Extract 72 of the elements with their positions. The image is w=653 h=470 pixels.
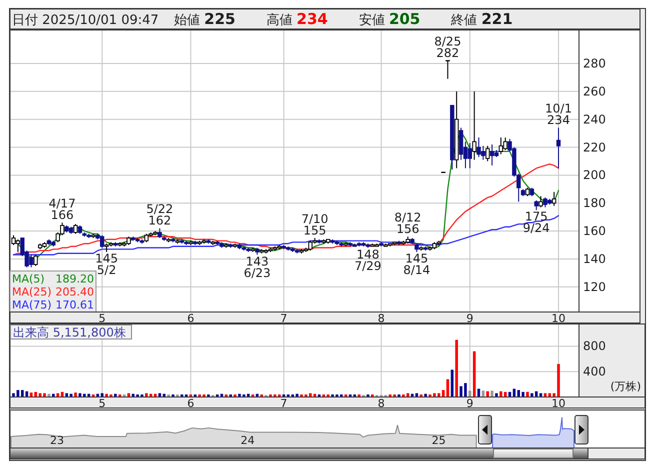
candlestick	[73, 224, 78, 234]
text: 安値 205	[358, 10, 420, 28]
text: 始値 225	[174, 10, 236, 28]
annotation: 148 7/29	[354, 247, 382, 273]
bar	[526, 392, 529, 397]
bar	[468, 390, 472, 397]
annotation: 5/22 162	[146, 202, 174, 228]
annotation: 8/25 282	[434, 34, 462, 60]
candlestick	[444, 60, 450, 80]
candlestick	[34, 254, 38, 266]
x-tick-label: 6	[187, 396, 194, 410]
annotation: 145 8/14	[403, 251, 430, 277]
candlestick	[472, 90, 476, 160]
text: 終値 221	[450, 10, 513, 28]
annotation: 143 6/23	[244, 254, 271, 280]
candlestick	[538, 196, 543, 208]
candlestick	[552, 191, 556, 206]
x-tick-label: 9	[466, 396, 474, 410]
y-tick-label: 260	[583, 84, 606, 98]
x-tick-label: 5	[98, 396, 106, 410]
x-tick-label: 8	[378, 312, 385, 324]
x-tick-label: 7	[280, 396, 288, 410]
y-tick-label: 800	[583, 339, 606, 354]
annotation: 8/12 156	[394, 210, 422, 236]
candlestick	[543, 197, 548, 208]
bar	[446, 379, 450, 397]
annotation: 175 9/24	[522, 210, 550, 236]
candlestick	[556, 127, 561, 169]
y-tick-label: 180	[583, 196, 606, 210]
y-axis-title: (万株)	[610, 380, 641, 393]
bar	[500, 391, 502, 397]
annotation: 7/10 155	[301, 212, 328, 238]
candlestick	[458, 127, 464, 160]
x-tick-label: 6	[187, 312, 194, 324]
x-tick-label: 10	[552, 312, 566, 324]
x-tick-label: 10	[552, 396, 566, 410]
annotation: 4/17 166	[48, 196, 76, 222]
text: MA(75) 170.61	[12, 298, 94, 311]
x-tick-label: 24	[240, 434, 255, 447]
bar	[490, 390, 494, 397]
bar	[472, 351, 476, 397]
x-tick-label: 9	[466, 312, 474, 324]
candlestick	[468, 142, 472, 169]
y-tick-label: 400	[583, 364, 606, 379]
candlestick	[534, 200, 538, 211]
bar	[450, 370, 454, 397]
y-tick-label: 200	[583, 168, 606, 182]
y-tick-label: 220	[583, 140, 606, 154]
text: 日付 2025/10/01 09:47	[12, 13, 159, 28]
candlestick	[490, 144, 494, 166]
y-tick-label: 160	[583, 224, 606, 238]
x-tick-label: 7	[280, 312, 288, 324]
bar	[486, 391, 489, 397]
text: MA(5) 189.20	[12, 272, 94, 285]
candlestick	[498, 136, 504, 155]
annotation: 145 5/2	[95, 251, 118, 277]
x-tick-label: 25	[432, 434, 446, 447]
x-tick-label: 5	[98, 312, 106, 324]
y-tick-label: 120	[583, 280, 606, 294]
candlestick	[485, 145, 490, 162]
text: 高値 234	[266, 10, 328, 28]
candlestick	[503, 136, 508, 151]
text: MA(25) 205.40	[12, 285, 94, 298]
y-tick-label: 280	[583, 56, 606, 71]
candlestick	[16, 238, 20, 252]
y-tick-label: 140	[583, 252, 606, 266]
x-tick-label: 8	[378, 396, 385, 410]
y-tick-label: 240	[583, 112, 606, 126]
bar	[455, 340, 458, 397]
x-tick-label: 23	[50, 434, 64, 447]
annotation: 10/1 234	[545, 102, 572, 128]
candlestick	[158, 228, 162, 239]
